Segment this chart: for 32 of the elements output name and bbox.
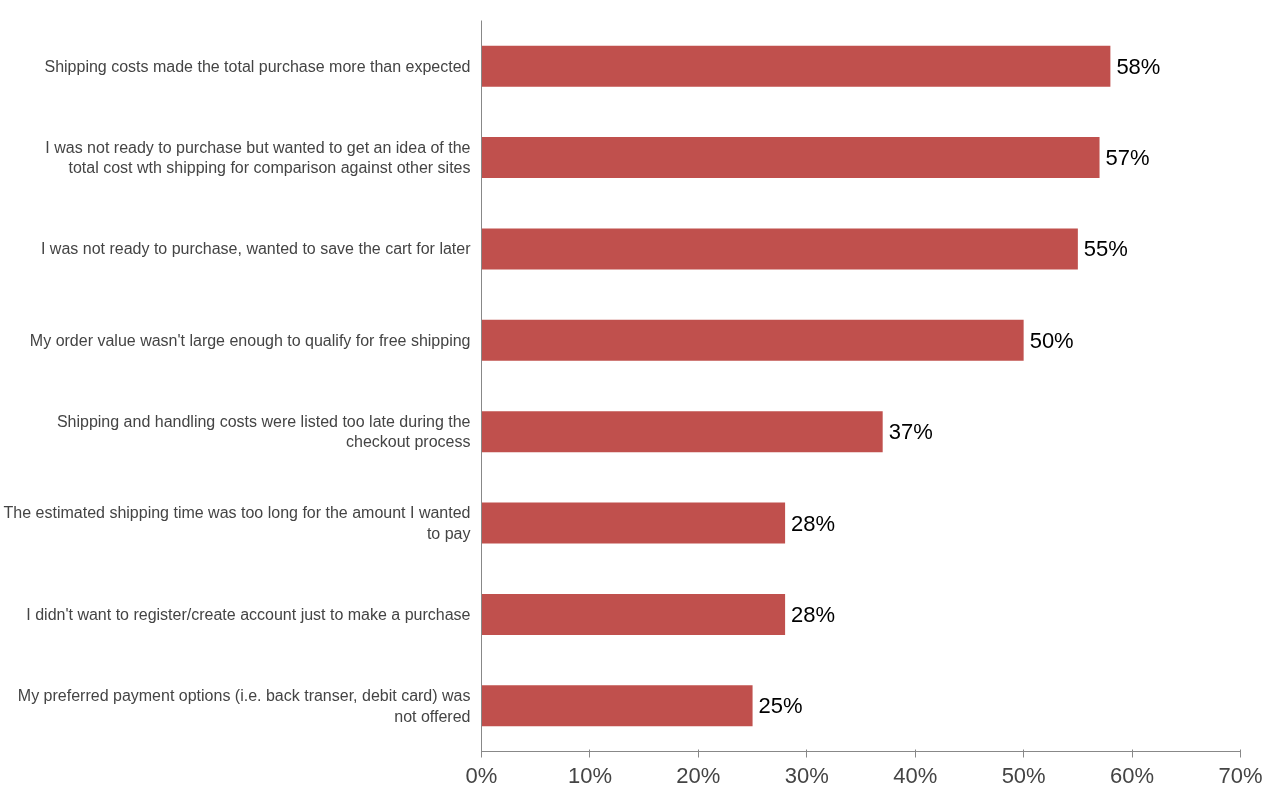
bar — [481, 137, 1100, 179]
bar — [481, 502, 786, 544]
bar — [481, 685, 753, 727]
y-tick-label: My preferred payment options (i.e. back transer, debit card) was not offered — [17, 687, 471, 725]
data-label: 58% — [1116, 53, 1161, 79]
y-tick-label: My order value wasn't large enough to qualify for free shipping — [29, 331, 471, 349]
bar — [481, 45, 1111, 87]
data-label: 55% — [1083, 236, 1128, 262]
data-label: 25% — [758, 693, 803, 719]
y-tick-label: Shipping costs made the total purchase more than expected — [44, 57, 471, 75]
y-tick-label: Shipping and handling costs were listed too late during the checkout process — [56, 412, 471, 451]
data-label: 37% — [888, 419, 933, 445]
data-label: 57% — [1105, 145, 1150, 171]
bar — [481, 228, 1078, 270]
bar — [481, 319, 1024, 361]
y-tick-label: I didn't want to register/create account just to make a purchase — [26, 605, 471, 623]
x-tick-label: 50% — [1001, 762, 1046, 788]
y-tick-label: I was not ready to purchase but wanted to get an idea of the total cost wth shipping for comparison against other sites — [45, 138, 471, 177]
y-tick-label: The estimated shipping time was too long for the amount I wanted to pay — [3, 504, 471, 542]
x-tick-label: 10% — [567, 762, 612, 788]
x-tick-label: 60% — [1110, 762, 1155, 788]
x-tick-label: 30% — [784, 762, 829, 788]
bar — [481, 593, 786, 635]
x-tick-label: 20% — [676, 762, 721, 788]
data-label: 50% — [1029, 327, 1074, 353]
x-tick-label: 40% — [893, 762, 938, 788]
x-tick-label: 70% — [1218, 762, 1263, 788]
bar — [481, 411, 883, 453]
data-label: 28% — [791, 510, 836, 536]
data-label: 28% — [791, 601, 836, 627]
x-tick-label: 0% — [465, 762, 498, 788]
y-tick-label: I was not ready to purchase, wanted to save the cart for later — [40, 240, 472, 258]
